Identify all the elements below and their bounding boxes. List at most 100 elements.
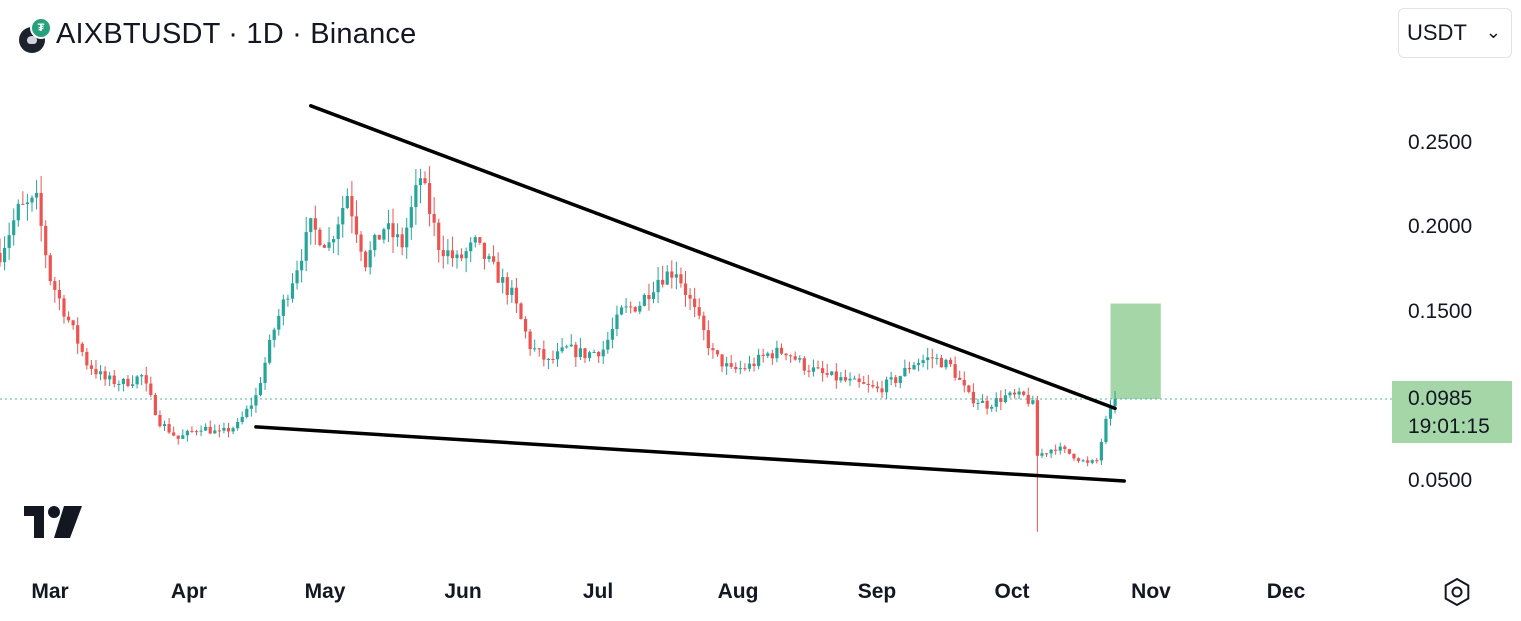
time-tick-label: Apr xyxy=(170,580,208,603)
candle-body xyxy=(747,363,752,369)
candle-body xyxy=(569,344,573,347)
candle-body xyxy=(405,227,409,248)
candle-body xyxy=(542,349,546,360)
candle-body xyxy=(528,331,532,350)
time-tick-label: Aug xyxy=(717,580,759,603)
candle-body xyxy=(172,432,176,436)
candle-body xyxy=(496,261,500,283)
candle-body xyxy=(1035,400,1039,456)
candle-body xyxy=(76,325,80,344)
candle-body xyxy=(866,383,870,385)
candle-body xyxy=(121,378,125,384)
candle-body xyxy=(633,307,637,312)
candle-body xyxy=(263,362,267,383)
candle-body xyxy=(208,426,212,434)
candle-body xyxy=(432,213,436,223)
candle-body xyxy=(382,229,386,240)
settings-icon[interactable] xyxy=(1442,577,1472,607)
candle-body xyxy=(400,234,404,248)
time-tick-label: Dec xyxy=(1266,580,1306,603)
trendline-upper xyxy=(309,104,1117,411)
candle-body xyxy=(1031,400,1035,404)
candle-body xyxy=(473,237,477,243)
candle-body xyxy=(743,368,747,370)
chevron-down-icon: ⌄ xyxy=(1485,21,1501,42)
candle-body xyxy=(1044,453,1049,455)
candle-body xyxy=(245,408,249,417)
time-tick-label: Nov xyxy=(1131,580,1171,603)
candle-body xyxy=(638,305,642,312)
candle-body xyxy=(478,237,482,243)
candle-body xyxy=(1026,394,1030,404)
time-tick-label: Sep xyxy=(857,580,897,603)
candle-body xyxy=(537,348,541,350)
candle-body xyxy=(44,225,48,256)
candle-body xyxy=(852,378,857,380)
candle-body xyxy=(487,256,491,259)
candle-body xyxy=(629,306,633,308)
candle-body xyxy=(958,377,962,380)
candle-body xyxy=(249,405,253,409)
currency-select[interactable]: USDT ⌄ xyxy=(1398,8,1512,58)
candle-body xyxy=(236,421,240,429)
candle-body xyxy=(1113,399,1117,407)
candle-body xyxy=(802,358,806,371)
tradingview-logo-icon[interactable] xyxy=(24,506,86,538)
candle-body xyxy=(766,353,770,356)
candle-body xyxy=(674,274,678,278)
candle-body xyxy=(953,364,957,378)
candle-body xyxy=(930,357,934,359)
candle-body xyxy=(976,402,980,404)
candle-body xyxy=(857,378,861,383)
candle-body xyxy=(222,427,226,431)
bar-countdown: 19:01:15 xyxy=(1408,415,1490,438)
price-tick-label: 0.1500 xyxy=(1408,300,1473,323)
candle-body xyxy=(176,435,180,439)
candle-body xyxy=(587,352,592,359)
candle-body xyxy=(21,203,25,205)
candle-body xyxy=(1108,406,1113,419)
candle-body xyxy=(441,250,445,257)
candle-body xyxy=(1040,453,1044,456)
candle-body xyxy=(606,339,610,350)
candle-body xyxy=(395,234,400,238)
candle-body xyxy=(980,400,985,403)
candle-body xyxy=(880,388,884,393)
candle-body xyxy=(1104,418,1108,442)
candle-body xyxy=(1081,460,1085,462)
candle-body xyxy=(386,223,391,230)
currency-value: USDT xyxy=(1407,20,1467,45)
target-zone xyxy=(1110,303,1161,400)
candle-body xyxy=(190,430,194,432)
candle-body xyxy=(341,208,345,225)
candle-body xyxy=(990,406,994,409)
candle-body xyxy=(140,375,144,377)
candle-body xyxy=(939,357,944,368)
candle-body xyxy=(1049,449,1053,454)
time-tick-label: Oct xyxy=(994,580,1030,603)
candle-body xyxy=(514,287,519,304)
candle-body xyxy=(377,234,381,240)
candle-body xyxy=(364,251,368,268)
candle-body xyxy=(194,431,199,433)
candle-body xyxy=(98,371,103,375)
candle-body xyxy=(309,218,313,233)
candle-body xyxy=(254,395,258,406)
candle-body xyxy=(7,235,11,248)
candle-body xyxy=(48,255,52,282)
candle-body xyxy=(624,306,628,308)
candle-body xyxy=(39,192,43,226)
candle-body xyxy=(875,386,880,389)
candle-body xyxy=(185,430,189,436)
candle-body xyxy=(89,365,93,369)
candle-body xyxy=(693,298,697,308)
candle-body xyxy=(679,274,683,284)
candle-body xyxy=(414,185,418,208)
candle-body xyxy=(610,328,614,340)
candle-body xyxy=(1063,446,1067,450)
candle-body xyxy=(66,316,71,321)
candle-body xyxy=(12,220,16,236)
candle-body xyxy=(926,357,930,361)
candle-body xyxy=(839,377,843,381)
